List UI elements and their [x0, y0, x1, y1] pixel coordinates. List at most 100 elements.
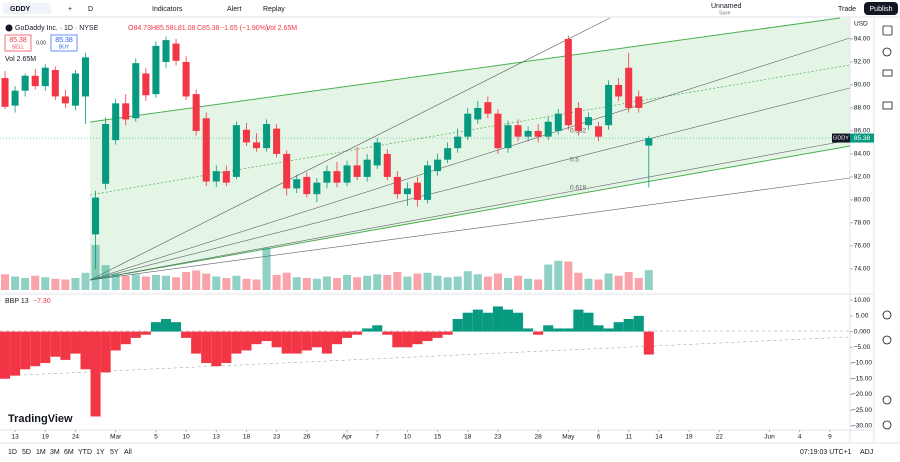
bbp-bar [482, 312, 493, 332]
target-icon[interactable] [882, 310, 892, 320]
range-button[interactable]: 1M [36, 449, 46, 456]
ideas-icon[interactable] [882, 335, 892, 345]
bbp-bar [20, 331, 31, 370]
bbp-bar [603, 328, 614, 332]
symbol-logo [5, 24, 13, 32]
candle-body [263, 124, 271, 149]
candle-body [514, 125, 522, 137]
volume-bar [584, 278, 593, 290]
candle-body [454, 136, 462, 149]
candle-body [21, 75, 29, 91]
y-tick-label: 92.00 [854, 59, 871, 66]
bbp-bar [100, 331, 111, 373]
candle-body [41, 67, 49, 87]
y-tick-label: −15.00 [852, 375, 872, 382]
range-button[interactable]: All [124, 449, 132, 456]
volume-bar [393, 272, 402, 290]
volume-bar [514, 275, 523, 290]
chat-icon[interactable] [882, 101, 893, 110]
trade-button[interactable]: Trade [838, 6, 856, 13]
candle-body [323, 171, 331, 183]
volume-bar [564, 261, 573, 290]
notifications-icon[interactable] [882, 395, 892, 405]
candle-body [434, 159, 442, 172]
sell-price[interactable]: 85.38 [9, 37, 27, 44]
save-label[interactable]: Save [719, 10, 731, 16]
candle-body [242, 129, 250, 143]
range-button[interactable]: 5D [22, 449, 31, 456]
volume-bar [242, 278, 251, 290]
x-tick-label: 14 [655, 434, 663, 441]
candle-body [31, 75, 39, 87]
volume-bar [443, 277, 452, 290]
candle-body [494, 113, 502, 149]
sell-box[interactable] [4, 34, 32, 52]
bbp-bar [492, 306, 503, 332]
fan-line [89, 139, 851, 281]
layers-icon[interactable] [882, 69, 893, 77]
alert-button[interactable]: Alert [227, 6, 241, 13]
candle-body [363, 159, 371, 177]
volume-bar [614, 275, 623, 290]
range-button[interactable]: 1D [8, 449, 17, 456]
bbp-bar [623, 319, 634, 332]
symbol-search[interactable] [3, 3, 51, 14]
price-tag-symbol: GDDY [833, 136, 849, 142]
bbp-bar [513, 312, 524, 332]
range-button[interactable]: 6M [64, 449, 74, 456]
spread: 0.00 [36, 40, 46, 46]
volume-bar [141, 276, 150, 290]
candle-body [423, 165, 432, 200]
volume-bar [322, 276, 331, 290]
candle-body [484, 102, 492, 114]
volume-bar [172, 277, 181, 290]
symbol[interactable]: GDDY [10, 6, 31, 13]
volume-bar [634, 278, 643, 290]
alerts-icon[interactable] [882, 47, 892, 57]
candle-body [464, 113, 472, 137]
range-button[interactable]: YTD [78, 449, 92, 456]
candle-body [393, 176, 401, 195]
range-button[interactable]: 5Y [110, 449, 119, 456]
watchlist-icon[interactable] [882, 25, 893, 36]
interval[interactable]: D [88, 6, 93, 13]
sell-label[interactable]: SELL [12, 44, 24, 50]
candle-body [574, 107, 582, 131]
layout-name[interactable]: Unnamed [711, 3, 741, 10]
indicators-button[interactable]: Indicators [152, 6, 183, 13]
volume-bar [292, 277, 301, 290]
candle-body [605, 84, 613, 126]
x-tick-label: 10 [404, 434, 412, 441]
buy-price[interactable]: 85.38 [55, 37, 73, 44]
volume-bar [302, 278, 311, 290]
candle-body [222, 171, 230, 183]
candle-body [152, 45, 160, 95]
help-icon[interactable] [882, 420, 892, 430]
publish-button[interactable]: Publish [870, 6, 893, 13]
y-tick-label: −10.00 [852, 360, 872, 367]
range-button[interactable]: 3M [50, 449, 60, 456]
volume-bar [574, 272, 583, 290]
fib-label: 0.618 [570, 185, 587, 192]
candle-body [11, 90, 19, 106]
y-tick-label: 84.00 [854, 151, 871, 158]
candle-body [474, 107, 482, 120]
candle-body [444, 148, 452, 160]
add-symbol[interactable]: + [68, 6, 72, 13]
bbp-bar [392, 331, 403, 348]
range-button[interactable]: 1Y [96, 449, 105, 456]
replay-button[interactable]: Replay [263, 6, 285, 13]
price-tag-bg [850, 133, 874, 143]
bbp-bar [241, 331, 252, 351]
publish-button-bg[interactable] [864, 2, 898, 15]
volume-bar [61, 279, 70, 290]
buy-label[interactable]: BUY [59, 44, 70, 50]
adj-toggle[interactable]: ADJ [860, 449, 873, 456]
buy-box[interactable] [50, 34, 78, 52]
volume-bar [534, 279, 543, 290]
volume-bar [131, 274, 140, 290]
x-tick-label: 28 [535, 434, 543, 441]
bbp-bar [181, 331, 192, 338]
symbol-name: GoDaddy Inc. · 1D · NYSE [15, 25, 99, 32]
y-tick-label: 78.00 [854, 220, 871, 227]
